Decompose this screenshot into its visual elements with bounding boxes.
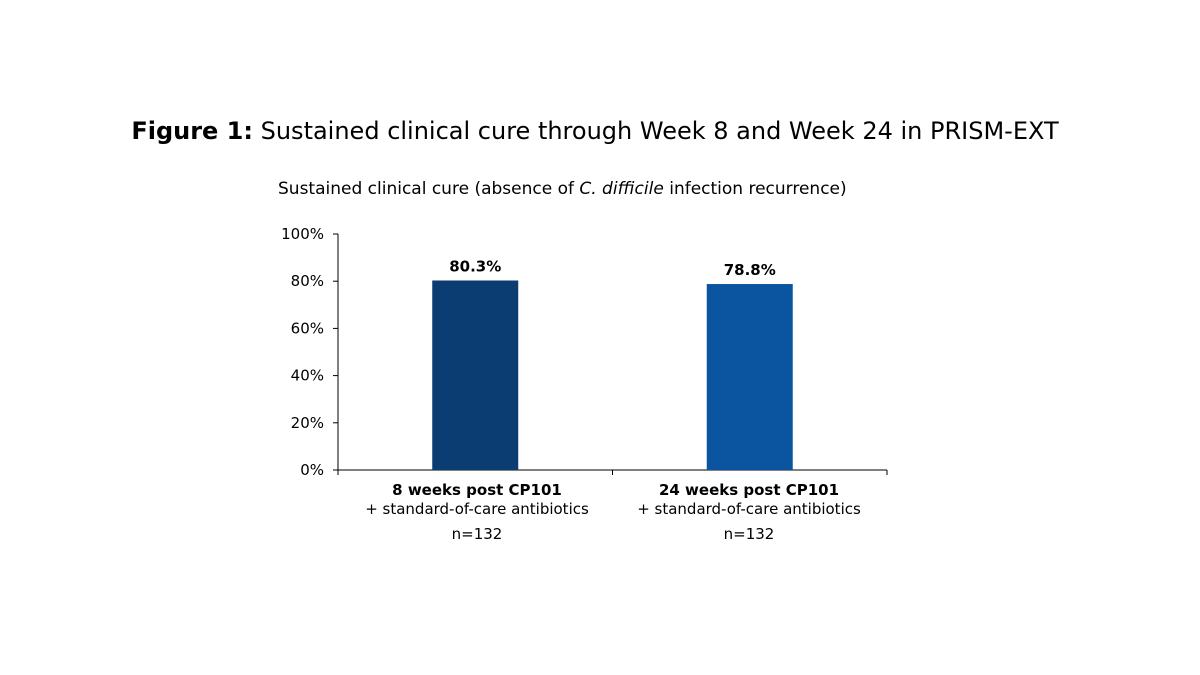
- subtitle-text-after: infection recurrence): [663, 179, 847, 199]
- subtitle-italic: C. difficile: [579, 179, 664, 199]
- figure-title-text: Sustained clinical cure through Week 8 a…: [252, 117, 1059, 145]
- category-description: + standard-of-care antibiotics: [365, 500, 589, 518]
- subtitle-text-before: Sustained clinical cure (absence of: [278, 179, 580, 199]
- category-name: 8 weeks post CP101: [392, 481, 562, 499]
- category-label-8-weeks: 8 weeks post CP101 + standard-of-care an…: [317, 481, 637, 544]
- y-tick-label: 80%: [291, 272, 324, 290]
- category-name: 24 weeks post CP101: [658, 481, 840, 499]
- figure-label: Figure 1:: [131, 117, 253, 145]
- category-description: + standard-of-care antibiotics: [637, 500, 861, 518]
- y-tick-label: 0%: [300, 461, 324, 479]
- y-tick-label: 60%: [291, 319, 324, 337]
- chart-subtitle: Sustained clinical cure (absence of C. d…: [278, 179, 847, 199]
- category-n: n=132: [451, 525, 503, 543]
- y-tick-label: 40%: [291, 367, 324, 385]
- y-tick-label: 20%: [291, 414, 324, 432]
- bar-value-label: 80.3%: [449, 257, 501, 275]
- figure-title: Figure 1: Sustained clinical cure throug…: [0, 117, 1190, 145]
- bar: [706, 284, 793, 470]
- category-label-24-weeks: 24 weeks post CP101 + standard-of-care a…: [589, 481, 909, 544]
- bar-value-label: 78.8%: [724, 261, 776, 279]
- category-n: n=132: [723, 525, 775, 543]
- y-tick-label: 100%: [281, 225, 324, 243]
- bar: [432, 280, 519, 470]
